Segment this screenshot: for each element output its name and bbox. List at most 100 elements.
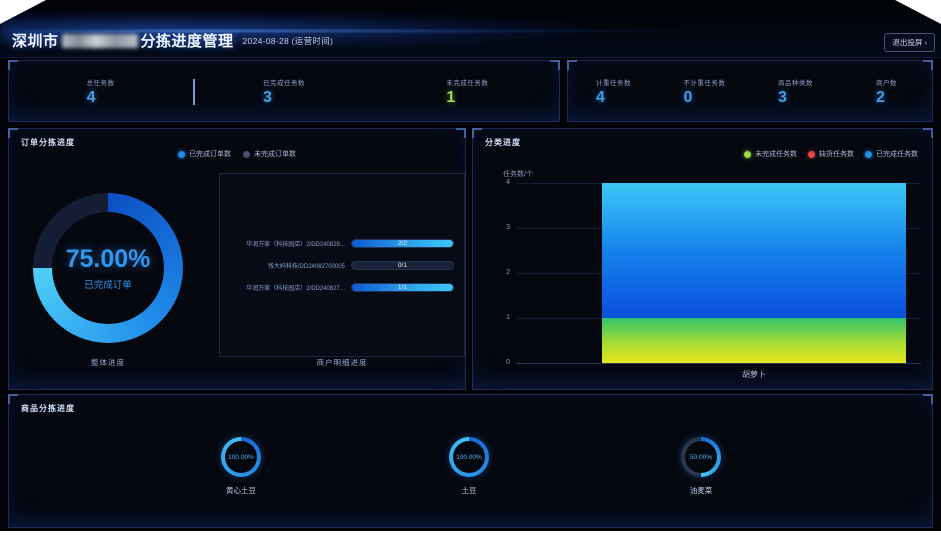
legend-dot-green-icon — [744, 150, 751, 158]
progress-fill — [351, 239, 453, 247]
stat-value: 1 — [446, 88, 456, 106]
legend-dot-blue-icon — [178, 150, 185, 158]
stat-label: 计重任务数 — [596, 79, 631, 87]
ring-label: 油麦菜 — [689, 486, 713, 495]
donut-caption: 已完成订单 — [84, 280, 132, 291]
panel-title: 商品分拣进度 — [21, 404, 75, 413]
title-prefix: 深圳市 — [12, 33, 59, 50]
progress-fill — [351, 283, 453, 291]
x-axis-line: 0 — [506, 359, 921, 366]
order-legend: 已完成订单数 未完成订单数 — [178, 149, 296, 159]
top-right-corner-cut — [895, 0, 941, 24]
merchant-row: 钱大妈科技/DD24082700005 0/1 — [220, 254, 464, 276]
progress-ring: 50.00% — [681, 437, 721, 477]
progress-value: 2/2 — [397, 239, 407, 247]
legend-label: 缺货任务数 — [819, 151, 854, 158]
ring-label: 土豆 — [461, 486, 477, 495]
stacked-bar — [602, 183, 906, 363]
page-title: 深圳市 分拣进度管理 2024-08-28 (运营时间) — [12, 30, 333, 51]
legend-dot-red-icon — [808, 150, 815, 158]
legend-item-completed-tasks[interactable]: 已完成任务数 — [865, 149, 918, 159]
x-category-label: 胡萝卜 — [742, 370, 766, 379]
stat-label: 总任务数 — [86, 79, 115, 87]
legend-label: 未完成订单数 — [254, 151, 296, 158]
legend-item-outofstock-tasks[interactable]: 缺货任务数 — [808, 149, 854, 159]
donut-percent: 75.00% — [65, 245, 151, 273]
stat-merchant-count: 商户数 2 — [841, 61, 932, 121]
merchant-name: 华润万家（科技园店）2/DD240828... — [246, 241, 345, 248]
panel-title: 分类进度 — [485, 138, 521, 147]
legend-item-uncompleted-orders[interactable]: 未完成订单数 — [243, 149, 296, 159]
stat-value: 2 — [876, 88, 885, 106]
stacked-bar-chart: 4 3 2 1 0 胡萝卜 — [506, 179, 921, 379]
order-progress-panel: 订单分拣进度 已完成订单数 未完成订单数 75.00% 已完成订单 整体进度 — [8, 128, 466, 390]
stats-divider — [193, 79, 195, 105]
ring-percent: 50.00% — [689, 453, 713, 461]
progress-ring: 100.00% — [221, 437, 261, 477]
title-suffix: 分拣进度管理 — [140, 33, 234, 50]
category-progress-panel: 分类进度 未完成任务数 缺货任务数 已完成任务数 任务数/个 4 — [472, 128, 933, 390]
merchant-detail-label: 商户明细进度 — [316, 358, 368, 367]
top-left-corner-cut — [0, 0, 46, 24]
y-tick-label: 1 — [506, 314, 510, 321]
bottom-page-margin — [0, 531, 941, 540]
y-tick-label: 0 — [506, 359, 510, 366]
legend-label: 已完成订单数 — [189, 151, 231, 158]
merchant-row: 华润万家（科技园店）2/DD240827... 1/1 — [220, 276, 464, 298]
stat-weighed-tasks: 计重任务数 4 — [568, 61, 659, 121]
stat-uncompleted-tasks: 未完成任务数 1 — [376, 61, 559, 121]
progress-value: 1/1 — [397, 283, 407, 291]
secondary-stats-panel: 计重任务数 4 不计重任务数 0 商品种类数 3 商户数 2 — [567, 60, 933, 122]
order-donut-chart: 75.00% 已完成订单 — [33, 193, 183, 343]
merchant-progress-bar: 2/2 — [350, 238, 454, 248]
stat-label: 未完成任务数 — [446, 79, 489, 87]
exit-projection-button[interactable]: 退出投屏 › — [884, 33, 935, 52]
stat-value: 4 — [596, 88, 605, 106]
y-tick-label: 2 — [506, 269, 510, 276]
product-progress-panel: 商品分拣进度 100.00% 黄心土豆 100.00% 土豆 50.00% 油麦… — [8, 394, 933, 528]
title-redacted-blur — [61, 33, 138, 48]
progress-ring: 100.00% — [449, 437, 489, 477]
category-legend: 未完成任务数 缺货任务数 已完成任务数 — [744, 149, 918, 159]
stat-value: 4 — [86, 88, 96, 106]
legend-item-completed-orders[interactable]: 已完成订单数 — [178, 149, 231, 159]
ring-percent: 100.00% — [456, 453, 482, 461]
merchant-progress-list: 华润万家（科技园店）2/DD240828... 2/2 钱大妈科技/DD2408… — [219, 173, 465, 357]
task-stats-panel: 总任务数 4 已完成任务数 3 未完成任务数 1 — [8, 60, 560, 122]
stat-label: 商户数 — [876, 79, 897, 87]
ring-label: 黄心土豆 — [226, 486, 256, 495]
bar-segment-completed — [602, 183, 906, 318]
stat-value: 3 — [262, 88, 272, 106]
y-axis-label: 任务数/个 — [503, 171, 533, 178]
stat-total-tasks: 总任务数 4 — [9, 61, 192, 121]
stat-completed-tasks: 已完成任务数 3 — [192, 61, 375, 121]
legend-label: 未完成任务数 — [755, 151, 797, 158]
stat-label: 已完成任务数 — [262, 79, 305, 87]
merchant-progress-bar: 1/1 — [350, 282, 454, 292]
overall-progress-label: 整体进度 — [91, 358, 125, 367]
y-tick-label: 3 — [506, 224, 510, 231]
header-bar: 深圳市 分拣进度管理 2024-08-28 (运营时间) 退出投屏 › — [0, 0, 941, 58]
stat-value: 0 — [683, 88, 693, 106]
y-tick-label: 4 — [506, 179, 510, 186]
stat-label: 不计重任务数 — [683, 79, 726, 87]
donut-center-text: 75.00% 已完成订单 — [33, 193, 183, 343]
ring-percent: 100.00% — [228, 453, 254, 461]
stat-label: 商品种类数 — [778, 79, 813, 87]
legend-dot-blue-icon — [865, 150, 872, 158]
stat-unweighed-tasks: 不计重任务数 0 — [659, 61, 750, 121]
stat-product-types: 商品种类数 3 — [750, 61, 841, 121]
progress-value: 0/1 — [397, 261, 407, 269]
stat-value: 3 — [778, 88, 787, 106]
merchant-name: 华润万家（科技园店）2/DD240827... — [246, 285, 345, 292]
merchant-row: 华润万家（科技园店）2/DD240828... 2/2 — [220, 232, 464, 254]
legend-label: 已完成任务数 — [876, 151, 918, 158]
bar-segment-uncompleted — [602, 318, 906, 363]
operating-date: 2024-08-28 (运营时间) — [242, 35, 334, 46]
panel-title: 订单分拣进度 — [21, 138, 75, 147]
merchant-progress-bar: 0/1 — [350, 260, 454, 270]
legend-dot-gray-icon — [243, 150, 250, 158]
legend-item-uncompleted-tasks[interactable]: 未完成任务数 — [744, 149, 797, 159]
